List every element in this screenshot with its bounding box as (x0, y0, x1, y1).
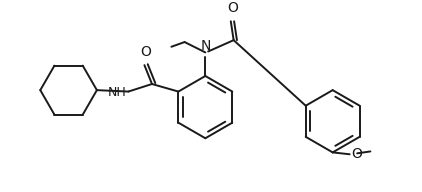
Text: NH: NH (108, 86, 127, 99)
Text: O: O (140, 45, 151, 59)
Text: N: N (201, 39, 211, 53)
Text: O: O (352, 147, 362, 161)
Text: O: O (227, 1, 238, 15)
